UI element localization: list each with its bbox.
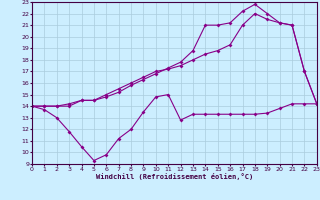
X-axis label: Windchill (Refroidissement éolien,°C): Windchill (Refroidissement éolien,°C)	[96, 173, 253, 180]
